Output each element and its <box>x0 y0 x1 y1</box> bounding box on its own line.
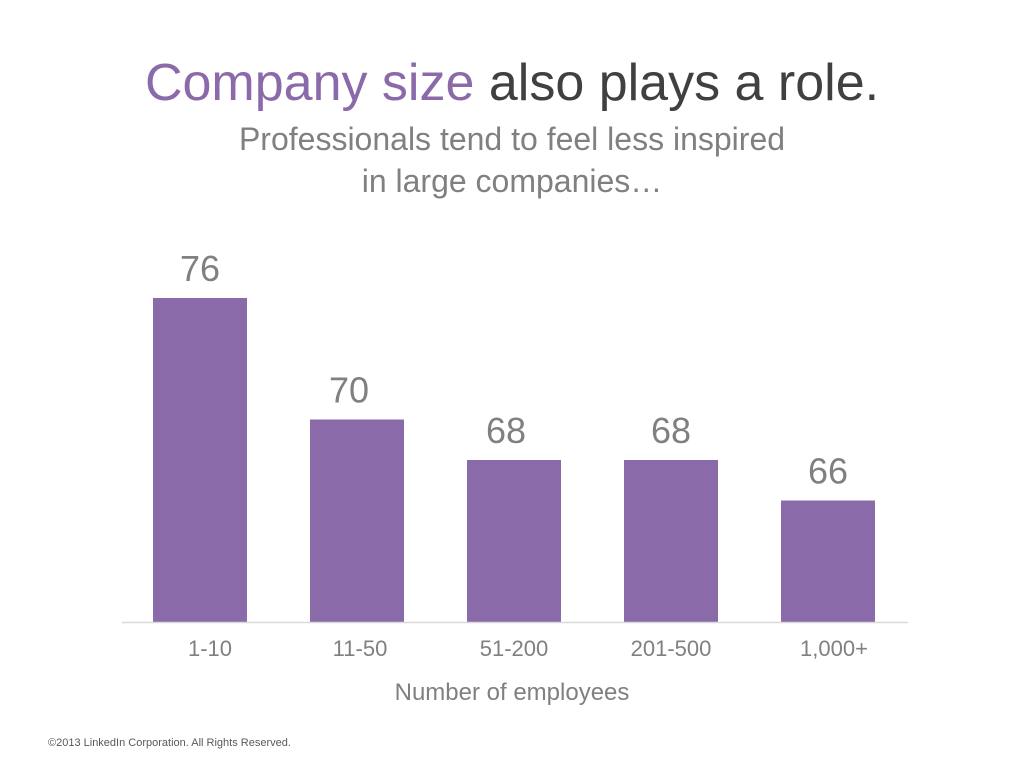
bar-1 <box>153 298 247 622</box>
data-label-2: 70 <box>329 370 369 411</box>
bar-4 <box>624 460 718 622</box>
x-axis-title: Number of employees <box>394 679 630 706</box>
subtitle-line-2: in large companies… <box>361 163 663 199</box>
data-label-4: 68 <box>651 410 691 451</box>
data-label-5: 66 <box>808 451 848 492</box>
slide-title-accent: Company size <box>144 54 475 112</box>
bar-5 <box>781 500 875 622</box>
bar-3 <box>467 460 561 622</box>
data-label-1: 76 <box>180 248 220 289</box>
data-label-3: 68 <box>486 410 526 451</box>
slide-subtitle: Professionals tend to feel less inspired… <box>0 118 1024 202</box>
x-tick-label-5: 1,000+ <box>800 636 868 661</box>
x-tick-label-3: 51-200 <box>480 636 549 661</box>
subtitle-line-1: Professionals tend to feel less inspired <box>238 121 786 157</box>
slide-title-rest: also plays a role. <box>474 54 880 112</box>
bar-2 <box>310 419 404 622</box>
slide-title: Company size also plays a role. <box>0 52 1024 114</box>
x-tick-label-1: 1-10 <box>188 636 232 661</box>
x-tick-label-2: 11-50 <box>333 636 388 661</box>
copyright-notice: ©2013 LinkedIn Corporation. All Rights R… <box>48 737 291 749</box>
x-tick-label-4: 201-500 <box>631 636 712 661</box>
